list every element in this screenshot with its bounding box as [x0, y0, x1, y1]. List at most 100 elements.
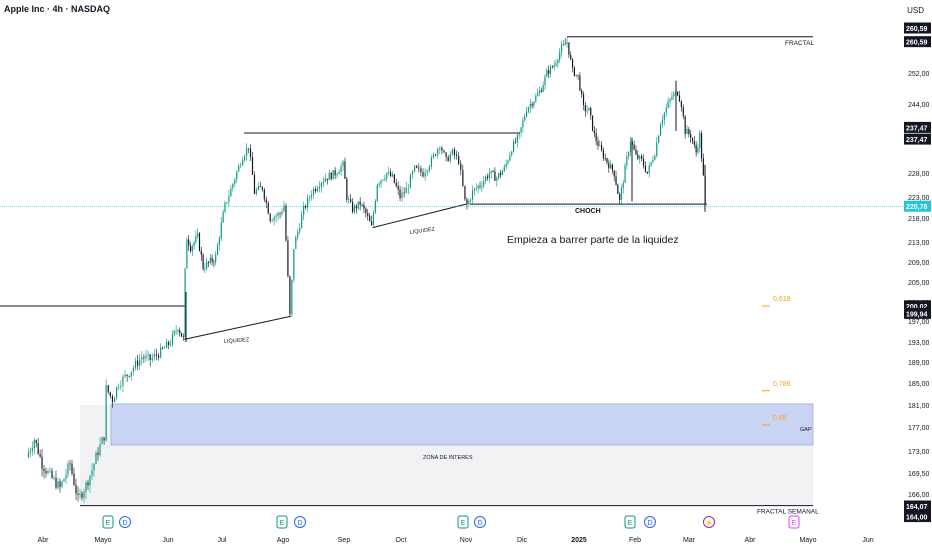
candle-body	[633, 144, 635, 150]
candle-body	[350, 199, 352, 202]
candle-body	[416, 165, 418, 168]
candle-body	[405, 188, 407, 194]
candle-body	[326, 178, 328, 181]
candle-body	[271, 220, 273, 222]
candle-body	[216, 245, 219, 255]
candle-body	[401, 192, 403, 199]
earnings-icon	[788, 515, 800, 529]
candle-body	[593, 130, 595, 134]
candle-body	[434, 154, 437, 156]
candle-body	[691, 137, 694, 142]
candle-body	[211, 257, 213, 262]
candle-body	[503, 166, 505, 172]
candle-body	[702, 158, 704, 176]
candle-body	[41, 456, 43, 469]
price-tag: 260,59	[906, 26, 928, 33]
price-tick: 197,00	[908, 319, 930, 326]
candle-body	[629, 141, 632, 153]
candle-body	[507, 160, 509, 164]
event-markers: E D E D E D E D ⚡ E	[102, 515, 800, 529]
candle-body	[204, 268, 206, 270]
candle-body	[351, 201, 354, 213]
candle-body	[529, 103, 531, 108]
choch-label: CHOCH	[575, 208, 601, 215]
candle-body	[389, 171, 392, 177]
candle-body	[322, 181, 324, 184]
candle-body	[622, 182, 624, 188]
candle-body	[200, 250, 202, 255]
price-tick: 223,00	[908, 195, 930, 202]
candle-body	[682, 107, 684, 117]
price-tag-box	[904, 22, 931, 34]
candle-body	[130, 371, 132, 377]
candle-body	[367, 213, 369, 217]
candle-body	[186, 239, 188, 269]
candle-body	[111, 395, 114, 403]
candle-body	[527, 107, 530, 112]
candle-body	[535, 96, 537, 102]
candle-body	[151, 357, 153, 361]
candle-body	[485, 176, 487, 182]
candle-body	[175, 330, 177, 332]
candle-body	[409, 174, 412, 188]
price-tag: 237,47	[906, 137, 928, 144]
event-marker-label: E	[280, 520, 285, 527]
candle-body	[202, 254, 204, 270]
candle-body	[301, 214, 303, 228]
candle-body	[407, 187, 409, 189]
candle-body	[518, 132, 520, 135]
candle-body	[686, 129, 688, 134]
earnings-icon	[102, 515, 114, 529]
fib-label: 0,85	[773, 415, 787, 422]
candle-body	[483, 181, 485, 187]
candle-body	[226, 202, 228, 204]
annotation-lines-layer	[0, 36, 903, 507]
price-tick: 177,00	[908, 425, 930, 432]
candle-body	[49, 470, 51, 472]
time-tick: Ago	[277, 537, 290, 544]
candle-body	[228, 196, 230, 203]
candle-body	[424, 172, 426, 177]
candle-body	[197, 233, 199, 237]
time-tick: Mayo	[94, 537, 111, 544]
candle-body	[513, 141, 515, 152]
chart-title: Apple Inc · 4h · NASDAQ	[4, 4, 111, 14]
event-marker-label: D	[122, 520, 127, 527]
price-tick: 252,00	[908, 71, 930, 78]
candle-body	[471, 190, 474, 200]
candle-body	[455, 155, 458, 156]
candle-body	[418, 167, 420, 169]
candle-body	[259, 185, 261, 188]
candle-body	[207, 261, 210, 263]
candle-body	[369, 216, 371, 222]
candle-body	[195, 236, 197, 243]
price-tag: 200,02	[906, 304, 928, 311]
candle-body	[557, 60, 559, 64]
time-tick: Mayo	[799, 537, 816, 544]
candle-body	[263, 189, 265, 200]
candle-body	[464, 185, 466, 200]
candle-body	[240, 165, 242, 167]
candle-body	[134, 360, 137, 368]
candle-body	[297, 231, 299, 238]
price-axis: 252,00244,00236,00228,00223,00218,00213,…	[904, 22, 931, 523]
candle-body	[479, 185, 481, 187]
candle-body	[45, 471, 47, 474]
candle-body	[388, 171, 390, 173]
candle-body	[316, 188, 319, 191]
candle-body	[486, 176, 489, 179]
candle-body	[230, 188, 232, 197]
candle-body	[430, 157, 433, 167]
dividend-icon	[294, 516, 306, 528]
candle-body	[303, 206, 305, 215]
candle-body	[39, 453, 41, 457]
candle-body	[218, 238, 221, 246]
candle-body	[164, 347, 166, 349]
candle-body	[604, 158, 606, 159]
price-tick: 193,00	[908, 340, 930, 347]
candle-body	[320, 183, 322, 187]
price-tag: 164,07	[906, 504, 928, 511]
candle-body	[295, 237, 297, 249]
candle-body	[384, 178, 386, 180]
